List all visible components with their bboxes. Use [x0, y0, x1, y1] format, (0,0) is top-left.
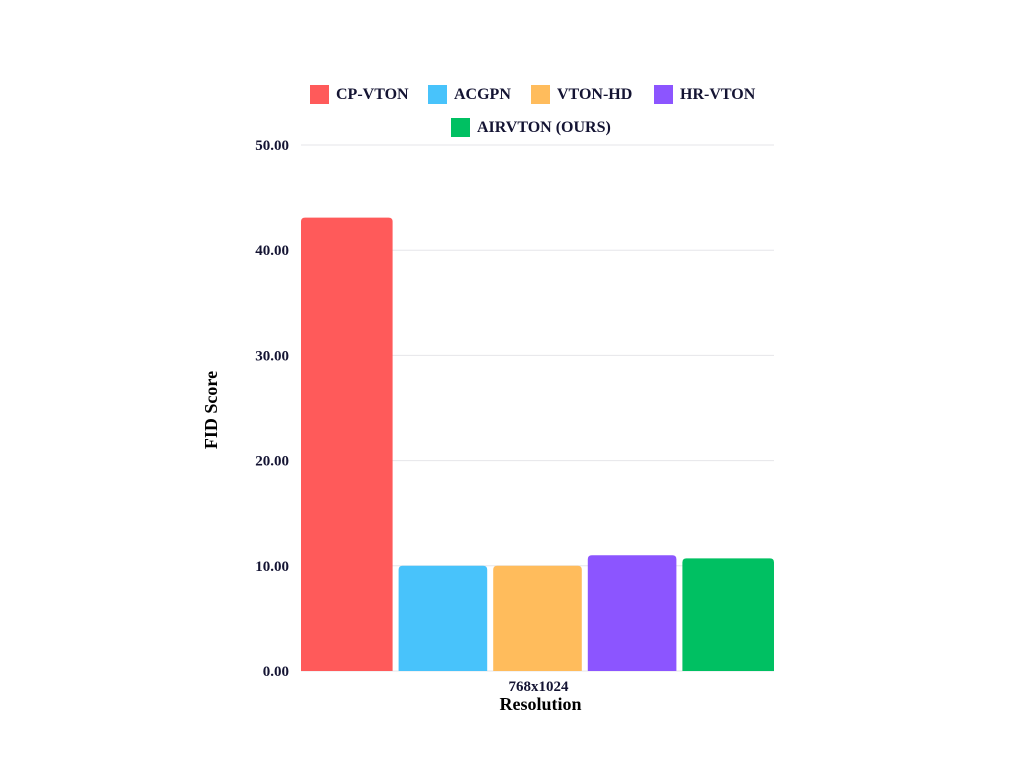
bar-vton-hd: [493, 565, 582, 671]
y-tick-label: 50.00: [255, 138, 289, 154]
bar-acgpn: [398, 565, 488, 671]
legend-item: VTON-HD: [531, 85, 632, 104]
legend-item: HR-VTON: [654, 85, 756, 104]
x-axis-title: Resolution: [499, 694, 581, 714]
y-tick-label: 20.00: [255, 454, 289, 470]
y-tick-label: 40.00: [255, 243, 289, 259]
y-tick-label: 0.00: [263, 664, 289, 680]
legend-swatch: [451, 118, 470, 137]
y-tick-label: 10.00: [255, 559, 289, 575]
y-axis-title: FID Score: [201, 371, 221, 449]
y-tick-label: 30.00: [255, 348, 289, 364]
legend-item: CP-VTON: [310, 85, 409, 104]
legend-label: ACGPN: [454, 86, 511, 103]
bar-airvton-ours: [682, 558, 774, 671]
legend-swatch: [310, 85, 329, 104]
legend-swatch: [654, 85, 673, 104]
legend-item: ACGPN: [428, 85, 511, 104]
legend: CP-VTON ACGPN VTON-HD HR-VTON AIRVTON (OURS): [310, 85, 756, 137]
legend-label: VTON-HD: [557, 86, 632, 103]
legend-label: CP-VTON: [336, 86, 409, 103]
legend-swatch: [531, 85, 550, 104]
legend-item: AIRVTON (OURS): [451, 118, 611, 137]
legend-swatch: [428, 85, 447, 104]
legend-label: HR-VTON: [680, 86, 756, 103]
bars: [301, 217, 774, 671]
bar-hr-vton: [587, 555, 677, 671]
legend-label: AIRVTON (OURS): [477, 119, 611, 136]
x-tick-label: 768x1024: [509, 679, 570, 695]
bar-cp-vton: [301, 217, 393, 671]
y-axis-ticks: 0.00 10.00 20.00 30.00 40.00 50.00: [255, 138, 289, 680]
